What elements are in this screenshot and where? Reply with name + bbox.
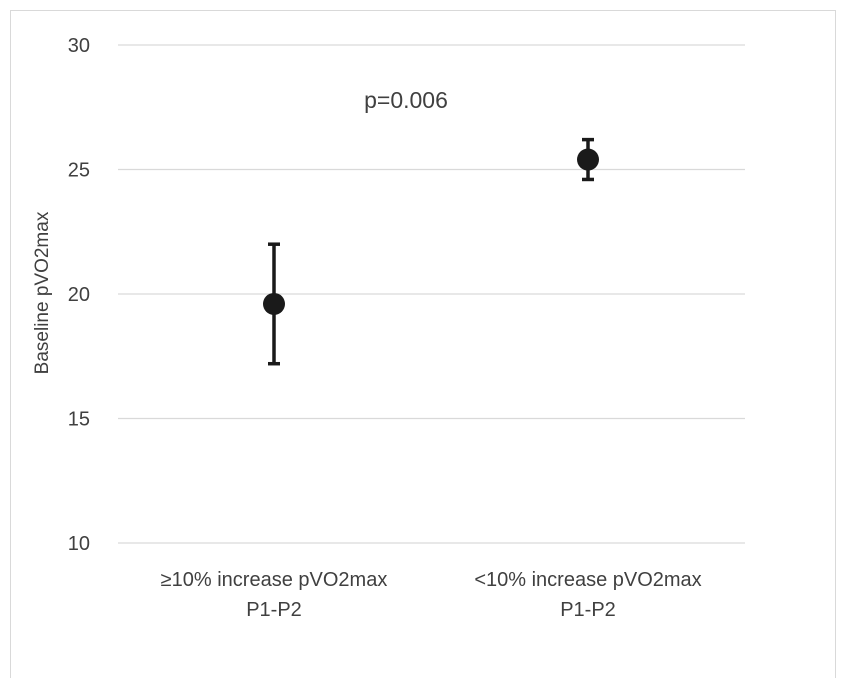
y-axis-title: Baseline pVO2max <box>32 211 53 374</box>
chart-frame <box>10 10 836 678</box>
x-category-label-1: ≥10% increase pVO2max P1-P2 <box>161 569 388 621</box>
data-points <box>263 148 599 315</box>
x-category-label-1-line-1: ≥10% increase pVO2max <box>161 569 388 591</box>
y-tick-label-25: 25 <box>68 160 90 182</box>
x-category-label-2: <10% increase pVO2max P1-P2 <box>474 569 701 621</box>
y-tick-label-15: 15 <box>68 409 90 431</box>
x-category-label-2-line-2: P1-P2 <box>560 599 616 621</box>
y-tick-label-10: 10 <box>68 533 90 555</box>
data-point-2 <box>577 148 599 171</box>
p-value-annotation: p=0.006 <box>364 87 448 113</box>
y-axis-ticks: 10 15 20 25 30 <box>68 35 90 555</box>
error-bars <box>268 137 594 366</box>
data-point-1 <box>263 292 285 315</box>
x-category-label-2-line-1: <10% increase pVO2max <box>474 569 701 591</box>
gridlines <box>118 44 745 544</box>
x-category-label-1-line-2: P1-P2 <box>246 599 302 621</box>
x-axis-categories: ≥10% increase pVO2max P1-P2<10% increase … <box>161 569 702 621</box>
y-tick-label-20: 20 <box>68 284 90 306</box>
y-tick-label-30: 30 <box>68 35 90 57</box>
